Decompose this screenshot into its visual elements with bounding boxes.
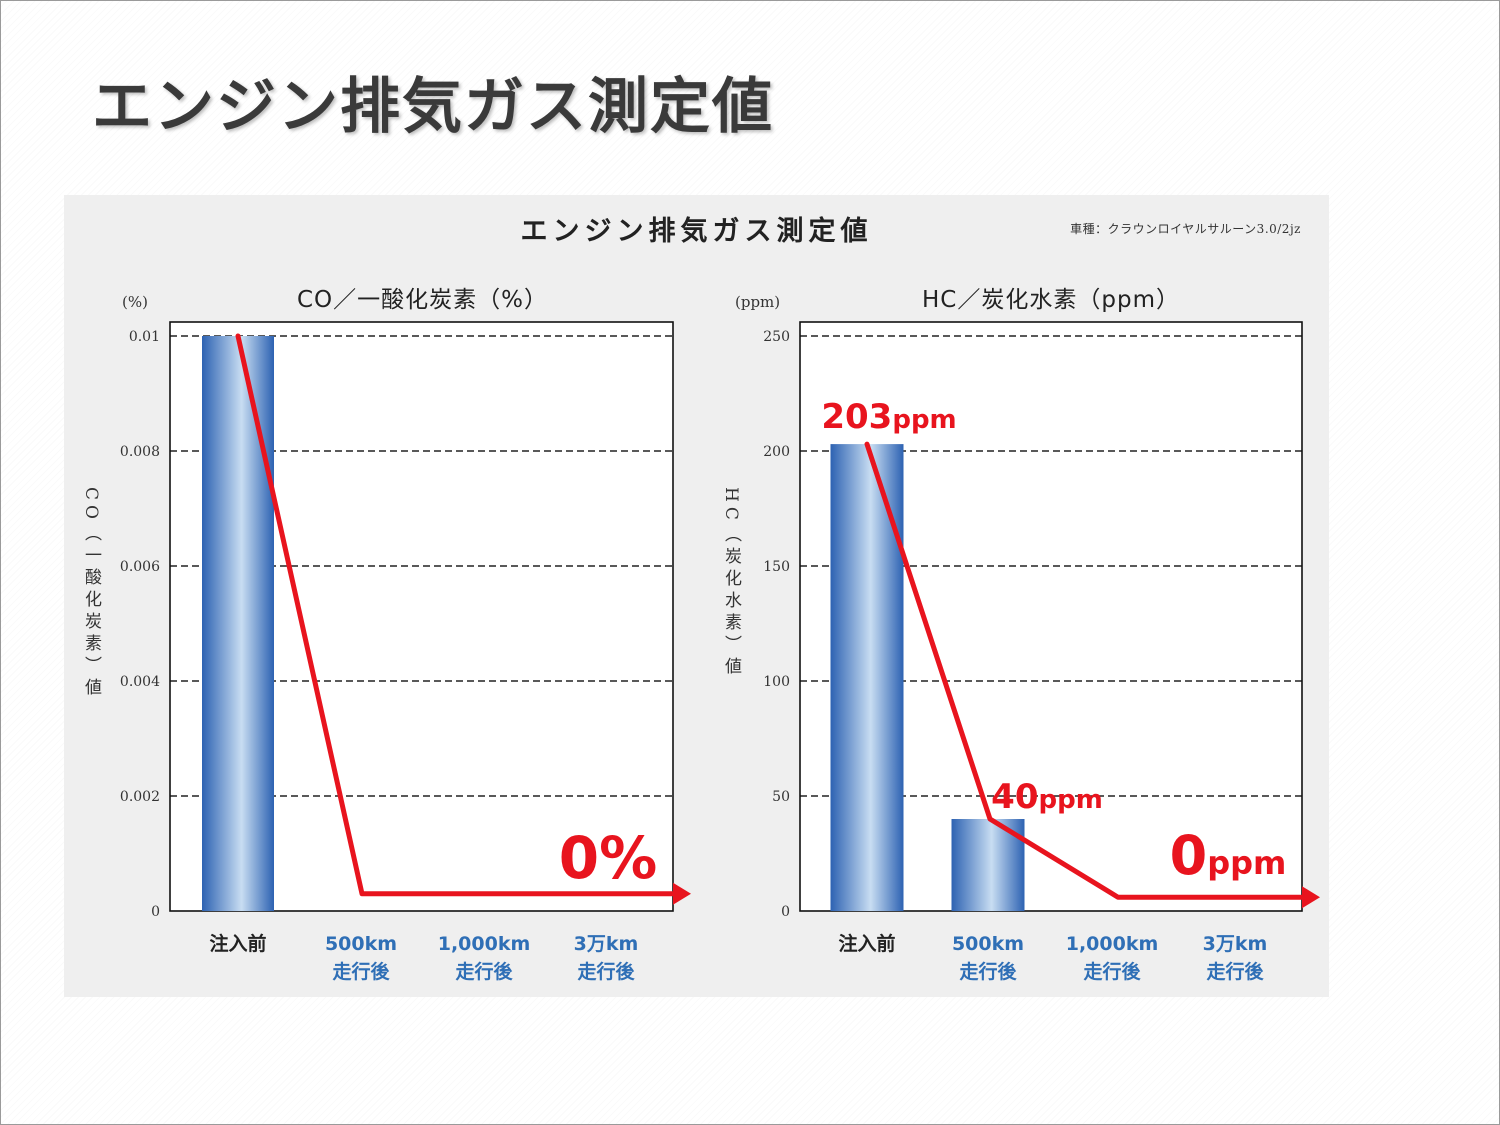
co-x-tick-label: 500km (325, 933, 397, 955)
co-chart: 0 0.002 0.004 0.006 0.008 0.01 注入前 500km 走行後 1,00… (120, 321, 691, 983)
hc-trend-line (864, 441, 1309, 900)
co-x-tick-label: 走行後 (455, 960, 513, 983)
hc-data-label-value: 40 (991, 777, 1038, 817)
hc-data-label-unit: ppm (1207, 844, 1286, 882)
hc-y-tick-label: 100 (763, 674, 790, 690)
co-x-tick-label: 走行後 (332, 960, 390, 983)
hc-data-label-value: 0 (1170, 824, 1208, 887)
co-data-label: 0% (559, 824, 657, 892)
co-data-label-unit: % (599, 824, 657, 892)
hc-plot-frame (799, 321, 1303, 912)
hc-x-tick-label: 走行後 (959, 960, 1017, 983)
co-trend-line (235, 333, 680, 897)
co-x-tick-label: 注入前 (209, 932, 266, 955)
hc-x-tick-label: 500km (952, 933, 1024, 955)
hc-data-label-value: 203 (821, 397, 892, 437)
hc-x-tick-label: 走行後 (1083, 960, 1141, 983)
co-y-tick-label: 0.008 (120, 444, 160, 460)
hc-x-tick-label: 1,000km (1066, 933, 1159, 955)
co-y-tick-label: 0.006 (120, 559, 160, 575)
hc-data-label: 0ppm (1170, 824, 1287, 887)
slide-title: エンジン排気ガス測定値 (92, 72, 774, 142)
co-y-axis-label: CO（一酸化炭素）値 (81, 487, 101, 700)
co-unit-label: (%) (122, 293, 148, 311)
hc-y-tick-label: 0 (781, 904, 790, 920)
co-trend-arrowhead (673, 882, 691, 905)
hc-x-tick-label: 注入前 (838, 932, 895, 955)
hc-chart-title: HC／炭化水素（ppm） (922, 287, 1180, 313)
hc-data-label-unit: ppm (1039, 785, 1103, 815)
co-y-tick-label: 0.002 (120, 789, 160, 805)
hc-data-label: 40ppm (991, 777, 1103, 817)
co-x-tick-label: 1,000km (438, 933, 531, 955)
hc-trend-arrowhead (1302, 886, 1320, 909)
hc-y-tick-label: 200 (763, 444, 790, 460)
figure-title: エンジン排気ガス測定値 (520, 216, 873, 247)
hc-data-label: 203ppm (821, 397, 956, 437)
hc-unit-label: (ppm) (735, 293, 781, 311)
hc-chart: 0 50 100 150 200 250 注入前 500km 走行後 1,000km 走行後 3万km… (763, 321, 1320, 983)
hc-y-tick-label: 50 (772, 789, 790, 805)
co-y-tick-label: 0.004 (120, 674, 160, 690)
hc-y-axis-label: HC（炭化水素）値 (721, 487, 741, 679)
co-y-tick-label: 0.01 (129, 329, 160, 345)
co-plot-frame (169, 321, 674, 912)
hc-y-tick-label: 250 (763, 329, 790, 345)
co-y-tick-label: 0 (151, 904, 160, 920)
hc-y-tick-label: 150 (763, 559, 790, 575)
model-note: 車種：クラウンロイヤルサルーン3.0/2jz (1070, 222, 1301, 236)
hc-data-label-unit: ppm (892, 405, 956, 435)
co-chart-title: CO／一酸化炭素（%） (296, 287, 549, 313)
co-x-tick-label: 走行後 (577, 960, 635, 983)
co-bar (202, 336, 274, 911)
co-x-tick-label: 3万km (574, 933, 639, 955)
hc-x-tick-label: 3万km (1203, 933, 1268, 955)
hc-x-tick-label: 走行後 (1206, 960, 1264, 983)
co-data-label-value: 0 (559, 824, 599, 892)
